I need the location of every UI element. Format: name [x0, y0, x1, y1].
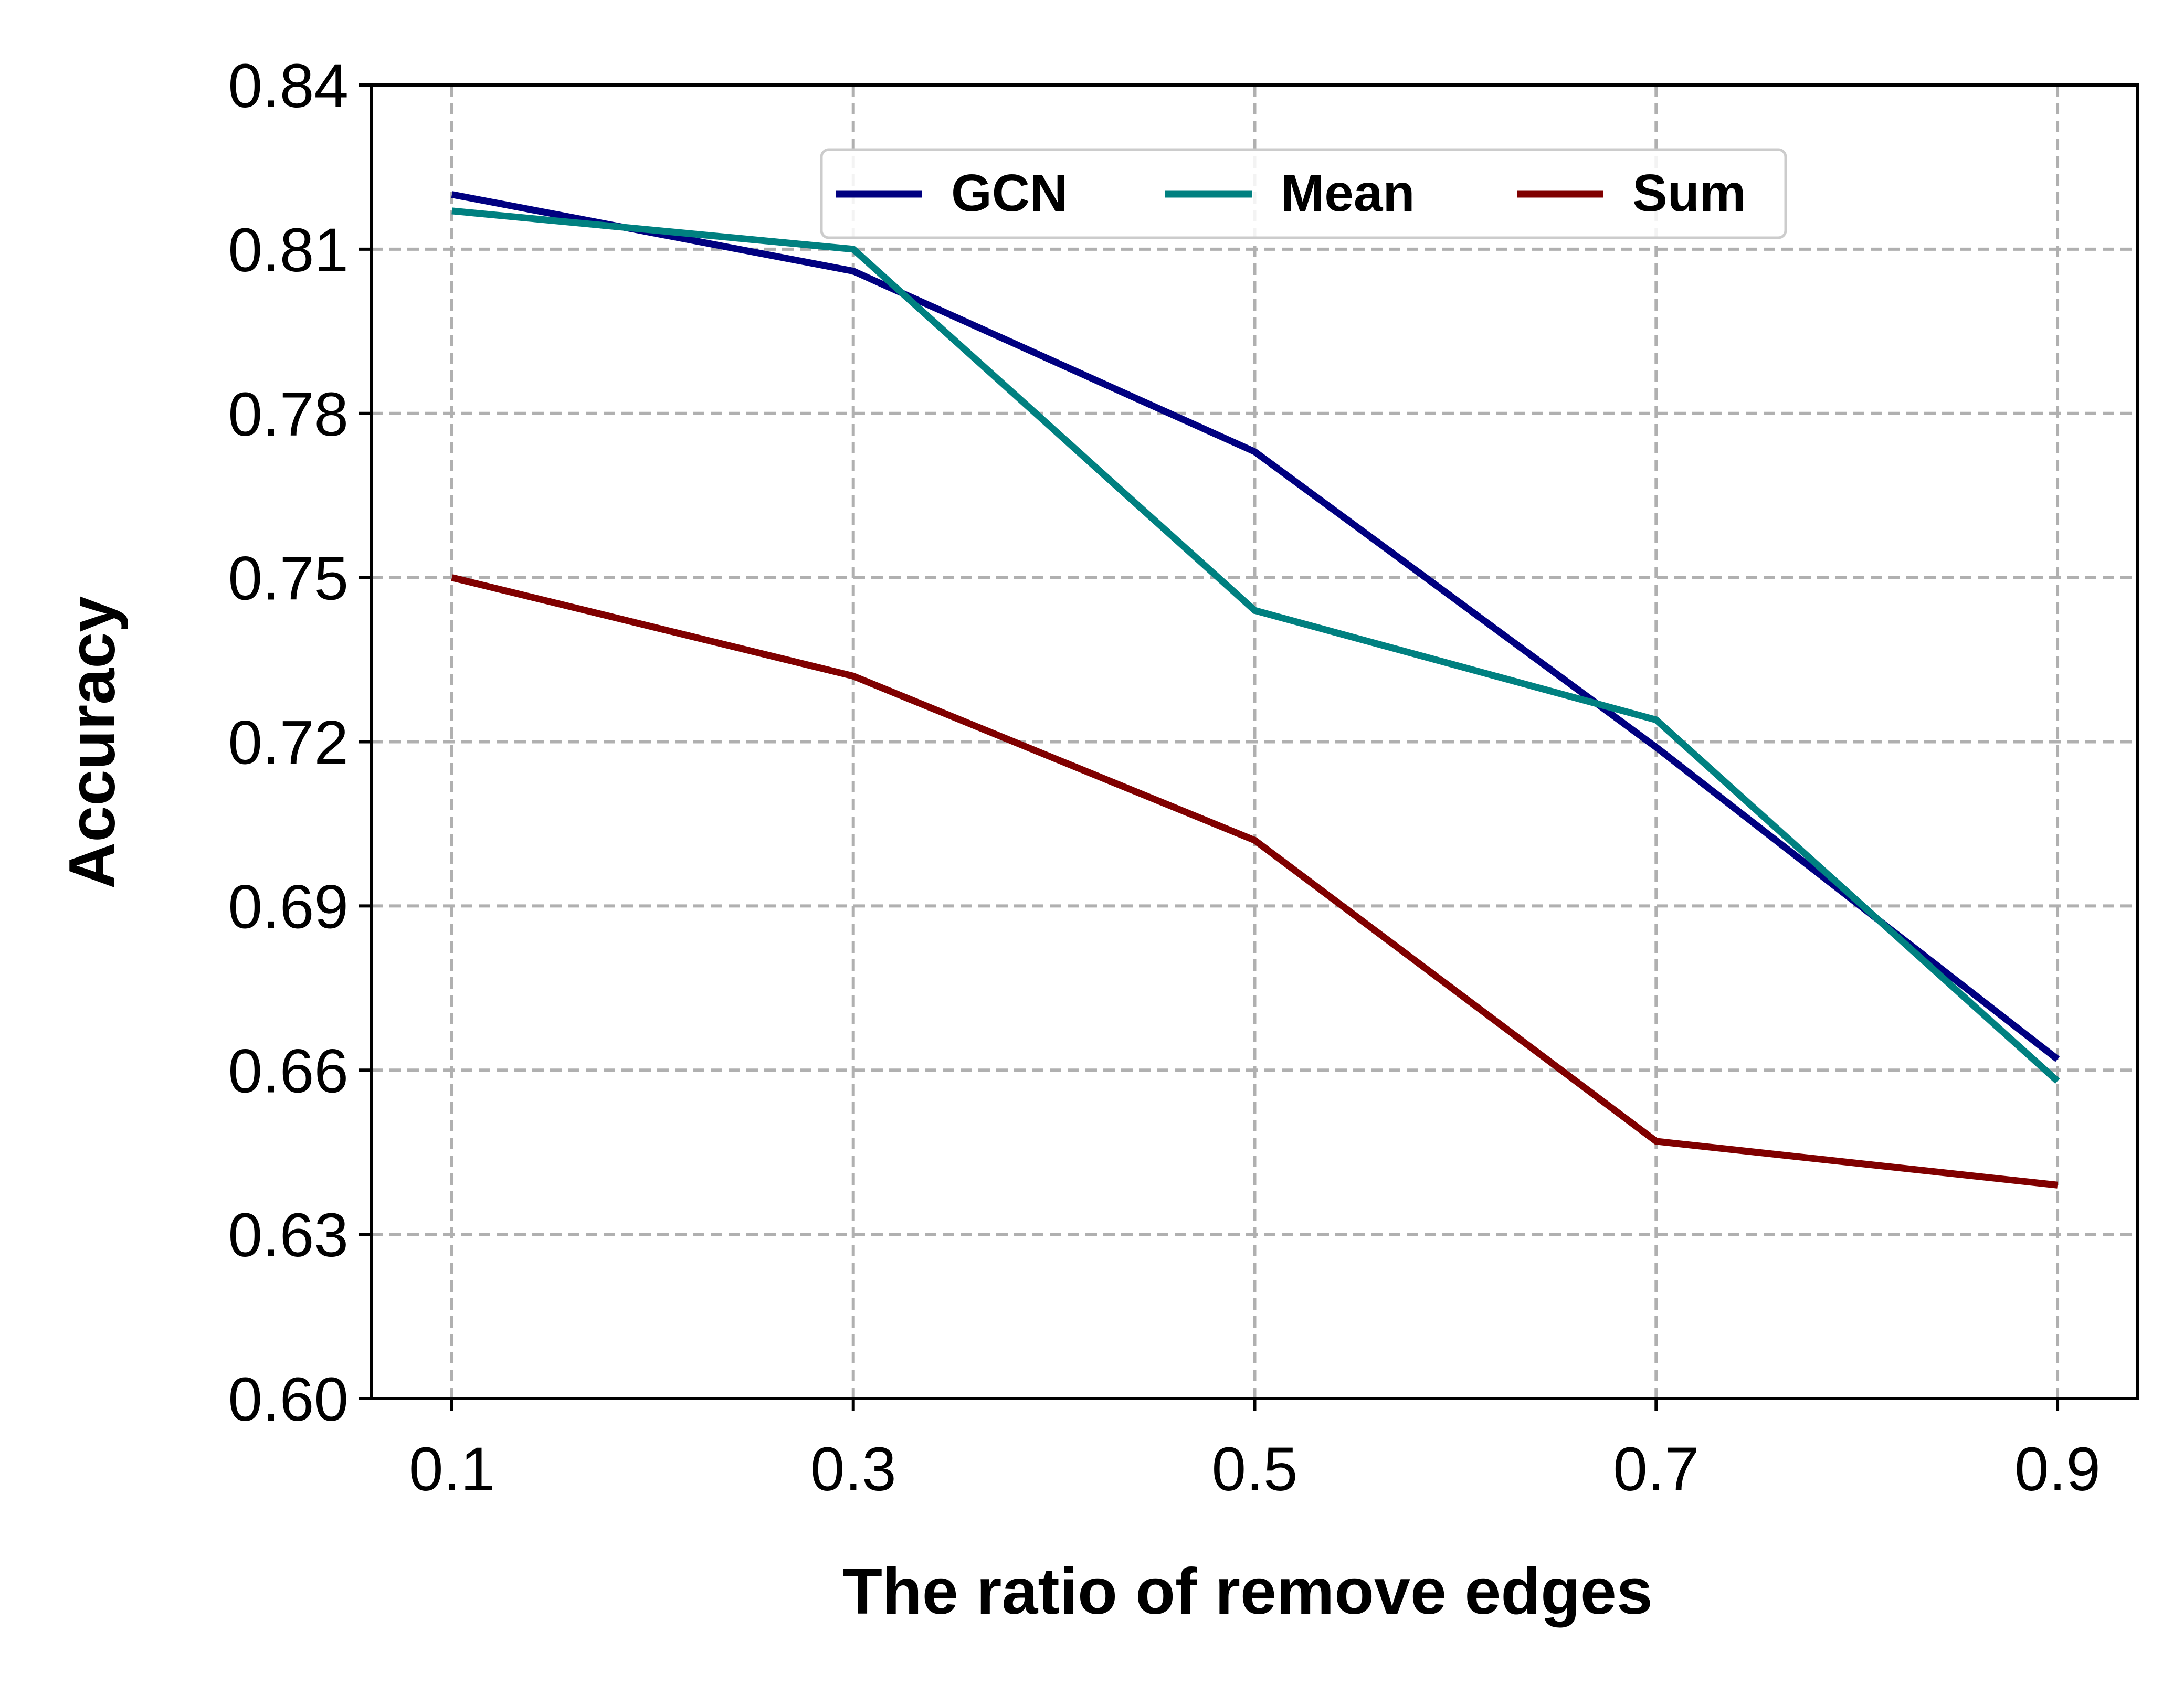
x-axis-title: The ratio of remove edges — [842, 1555, 1653, 1628]
y-tick-label: 0.78 — [228, 380, 349, 449]
y-tick-label: 0.66 — [228, 1036, 349, 1106]
y-axis-ticks: 0.60 0.63 0.66 0.69 0.72 0.75 0.78 0.81 0.84 — [228, 51, 372, 1434]
legend-label-sum: Sum — [1632, 164, 1746, 223]
series-line-sum — [451, 574, 2058, 1189]
legend: GCN Mean Sum — [820, 148, 1787, 239]
y-axis-title: Accuracy — [56, 596, 129, 889]
legend-label-gcn: GCN — [951, 164, 1068, 223]
y-tick-label: 0.75 — [228, 544, 349, 613]
y-tick-label: 0.81 — [228, 216, 349, 285]
legend-box — [820, 148, 1787, 239]
x-tick-label: 0.5 — [1211, 1435, 1297, 1504]
y-tick-label: 0.69 — [228, 872, 349, 941]
grid — [372, 85, 2138, 1399]
x-tick-label: 0.7 — [1613, 1435, 1699, 1504]
y-tick-label: 0.84 — [228, 51, 349, 121]
x-tick-label: 0.1 — [409, 1435, 495, 1504]
x-tick-label: 0.9 — [2014, 1435, 2101, 1504]
x-tick-label: 0.3 — [810, 1435, 896, 1504]
y-tick-label: 0.63 — [228, 1201, 349, 1270]
y-tick-label: 0.60 — [228, 1365, 349, 1434]
series-lines — [451, 191, 2060, 1189]
series-line-gcn — [451, 191, 2060, 1062]
x-axis-ticks: 0.1 0.3 0.5 0.7 0.9 — [409, 1399, 2101, 1504]
y-tick-label: 0.72 — [228, 708, 349, 778]
series-line-mean — [451, 207, 2060, 1084]
legend-label-mean: Mean — [1281, 164, 1415, 223]
